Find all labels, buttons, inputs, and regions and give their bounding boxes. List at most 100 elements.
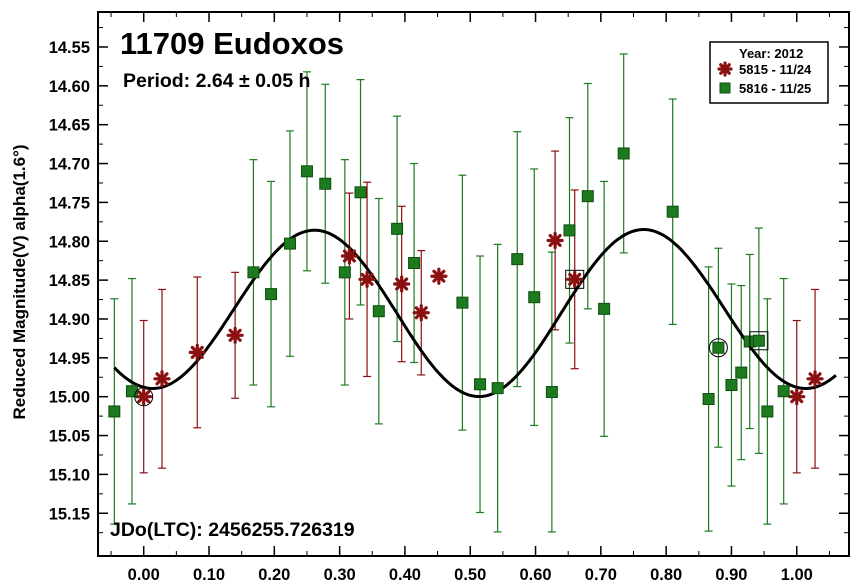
asterisk-stroke bbox=[414, 306, 428, 320]
data-point-5816 bbox=[761, 405, 774, 418]
data-markers bbox=[108, 147, 824, 418]
y-tick-label: 14.60 bbox=[49, 78, 90, 96]
x-tick-label: 0.20 bbox=[258, 566, 290, 584]
data-point-5815 bbox=[546, 231, 564, 250]
data-point-5815 bbox=[393, 275, 411, 293]
data-point-5816 bbox=[108, 405, 121, 418]
data-point-5816 bbox=[702, 393, 715, 406]
fit-curve bbox=[113, 228, 837, 398]
x-tick-label: 0.00 bbox=[128, 566, 160, 584]
asterisk-stroke bbox=[808, 372, 822, 386]
y-tick-label: 15.15 bbox=[49, 505, 90, 523]
legend: Year: 2012 5815 - 11/24 5816 - 11/25 bbox=[709, 41, 829, 104]
legend-label: 5816 - 11/25 bbox=[739, 81, 811, 96]
asterisk-stroke bbox=[432, 269, 446, 283]
y-tick-label: 14.80 bbox=[49, 233, 90, 251]
data-point-5815 bbox=[788, 388, 806, 406]
legend-marker-square bbox=[719, 82, 731, 94]
highlight-square bbox=[749, 331, 769, 351]
asterisk-stroke bbox=[137, 390, 151, 404]
y-tick-label: 14.75 bbox=[49, 194, 90, 212]
data-point-5816 bbox=[474, 378, 487, 391]
chart-title: 11709 Eudoxos bbox=[120, 26, 344, 61]
y-tick-label: 14.55 bbox=[49, 39, 90, 57]
x-tick-label: 0.80 bbox=[650, 566, 682, 584]
asterisk-stroke bbox=[548, 233, 562, 248]
data-point-5816 bbox=[283, 237, 296, 250]
asterisk-stroke bbox=[155, 372, 169, 386]
data-point-5816 bbox=[125, 385, 138, 398]
asterisk-stroke bbox=[228, 328, 242, 342]
x-tick-label: 0.40 bbox=[389, 566, 421, 584]
y-axis-label: Reduced Magnitude(V) alpha(1.6°) bbox=[10, 144, 29, 419]
data-point-5816 bbox=[456, 296, 469, 309]
y-tick-label: 15.05 bbox=[49, 428, 90, 446]
data-point-5816 bbox=[598, 302, 611, 315]
asterisk-stroke bbox=[360, 272, 374, 286]
data-point-5816 bbox=[563, 224, 576, 237]
data-point-5816 bbox=[491, 382, 504, 395]
asterisk-stroke bbox=[790, 390, 804, 404]
asterisk-stroke bbox=[568, 272, 582, 286]
data-point-5816 bbox=[735, 366, 748, 379]
data-point-5816 bbox=[617, 147, 630, 160]
x-tick-label: 0.30 bbox=[324, 566, 356, 584]
highlight-markers bbox=[134, 269, 769, 407]
data-point-5816 bbox=[265, 288, 278, 301]
data-point-5816 bbox=[712, 341, 725, 354]
x-tick-label: 0.50 bbox=[454, 566, 486, 584]
data-point-5815 bbox=[153, 370, 171, 388]
data-point-5816 bbox=[372, 305, 385, 318]
plot-frame bbox=[97, 11, 850, 557]
data-point-5815 bbox=[806, 370, 824, 388]
data-point-5815 bbox=[340, 247, 359, 265]
data-point-5816 bbox=[528, 291, 541, 304]
highlight-circle bbox=[708, 338, 728, 358]
data-point-5815 bbox=[566, 270, 584, 288]
x-tick-label: 0.10 bbox=[193, 566, 225, 584]
data-point-5816 bbox=[247, 266, 260, 279]
data-point-5816 bbox=[511, 253, 524, 266]
data-point-5816 bbox=[338, 266, 351, 279]
data-point-5816 bbox=[666, 205, 679, 218]
highlight-circle bbox=[134, 387, 154, 407]
highlight-square bbox=[565, 269, 585, 289]
y-tick-label: 14.85 bbox=[49, 272, 90, 290]
y-tick-label: 14.90 bbox=[49, 311, 90, 329]
legend-label: 5815 - 11/24 bbox=[739, 62, 812, 77]
x-tick-label: 1.00 bbox=[781, 566, 813, 584]
y-tick-label: 14.65 bbox=[49, 117, 90, 135]
legend-marker-asterisk bbox=[717, 61, 733, 77]
asterisk-stroke bbox=[190, 345, 204, 359]
y-tick-label: 15.00 bbox=[49, 389, 90, 407]
y-tick-label: 14.70 bbox=[49, 156, 90, 174]
legend-title: Year: 2012 bbox=[739, 46, 803, 61]
data-point-5815 bbox=[430, 267, 448, 285]
data-point-5815 bbox=[135, 388, 153, 406]
data-point-5815 bbox=[226, 326, 244, 344]
data-point-5816 bbox=[581, 190, 594, 203]
asterisk-stroke bbox=[395, 277, 409, 291]
jd-annotation: JDo(LTC): 2456255.726319 bbox=[110, 519, 355, 541]
data-point-5816 bbox=[777, 385, 790, 398]
asterisk-stroke bbox=[719, 63, 731, 75]
data-point-5816 bbox=[752, 334, 765, 347]
data-point-5815 bbox=[188, 343, 206, 361]
x-tick-label: 0.90 bbox=[715, 566, 747, 584]
axis-ticks: 0.00 0.10 0.20 0.30 0.40 0.50 0.60 0.70 0.80 0.90… bbox=[49, 12, 849, 584]
data-point-5816 bbox=[354, 186, 367, 199]
asterisk-stroke bbox=[342, 249, 356, 263]
data-point-5815 bbox=[358, 270, 376, 288]
y-tick-label: 15.10 bbox=[49, 466, 90, 484]
data-point-5816 bbox=[545, 386, 558, 399]
data-point-5816 bbox=[725, 379, 738, 392]
data-point-5815 bbox=[412, 304, 430, 322]
x-tick-label: 0.70 bbox=[585, 566, 617, 584]
y-tick-label: 14.95 bbox=[49, 350, 90, 368]
data-point-5816 bbox=[391, 222, 404, 235]
chart-subtitle: Period: 2.64 ± 0.05 h bbox=[123, 70, 310, 92]
data-point-5816 bbox=[319, 177, 332, 190]
x-tick-label: 0.60 bbox=[519, 566, 551, 584]
data-point-5816 bbox=[408, 257, 421, 270]
